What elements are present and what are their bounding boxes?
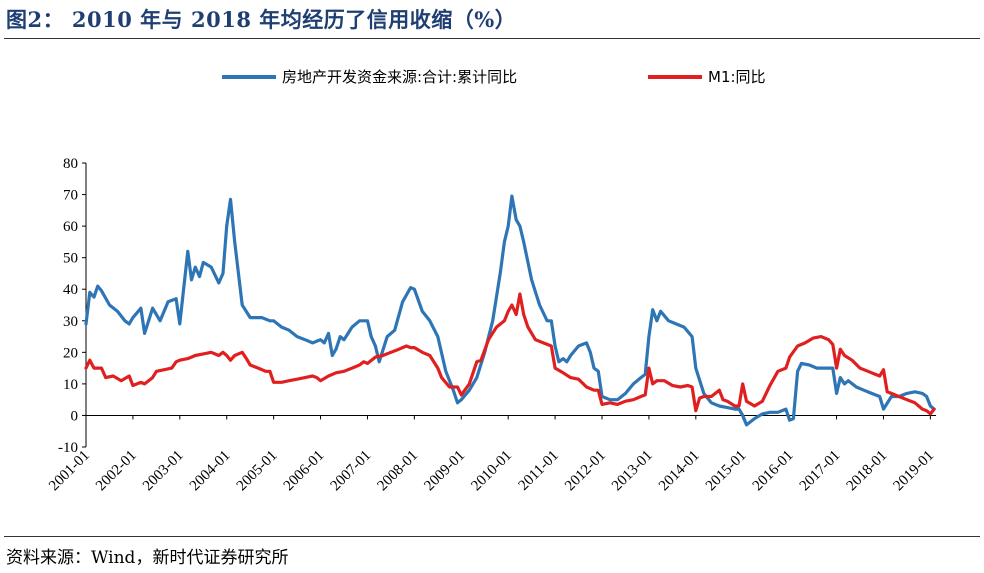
x-tick-label: 2013-01 <box>609 448 656 495</box>
y-tick-label: 60 <box>63 219 78 235</box>
x-tick-label: 2012-01 <box>562 448 609 495</box>
x-tick-label: 2009-01 <box>421 448 468 495</box>
x-tick-label: 2010-01 <box>468 448 515 495</box>
series-layer <box>84 194 936 427</box>
y-tick-label: 40 <box>63 282 78 298</box>
x-tick-label: 2017-01 <box>797 448 844 495</box>
legend: 房地产开发资金来源:合计:累计同比 M1:同比 <box>222 68 766 86</box>
y-tick-label: 30 <box>63 314 78 330</box>
x-tick-label: 2008-01 <box>375 448 422 495</box>
x-tick-label: 2015-01 <box>703 448 750 495</box>
y-tick-label: 70 <box>63 188 78 204</box>
legend-label-2: M1:同比 <box>708 68 766 86</box>
y-tick-label: -10 <box>58 440 78 456</box>
x-tick-label: 2007-01 <box>328 448 375 495</box>
x-tick-label: 2019-01 <box>891 448 938 495</box>
x-tick-label: 2005-01 <box>234 448 281 495</box>
bottom-rule <box>4 536 980 537</box>
x-tick-label: 2014-01 <box>656 448 703 495</box>
x-tick-label: 2011-01 <box>516 448 562 494</box>
y-tick-label: 50 <box>63 251 78 267</box>
series-line-1 <box>84 194 936 427</box>
y-tick-label: 20 <box>63 345 78 361</box>
source-note: 资料来源：Wind，新时代证券研究所 <box>6 548 289 568</box>
x-tick-label: 2018-01 <box>844 448 891 495</box>
top-rule <box>4 38 980 39</box>
x-tick-label: 2004-01 <box>187 448 234 495</box>
legend-label-1: 房地产开发资金来源:合计:累计同比 <box>282 68 517 86</box>
series-line-2 <box>84 292 936 416</box>
y-tick-label: 10 <box>63 377 78 393</box>
figure-title: 图2： 2010 年与 2018 年均经历了信用收缩（%） <box>6 7 517 32</box>
x-tick-label: 2006-01 <box>281 448 328 495</box>
y-tick-label: 80 <box>63 156 78 172</box>
x-tick-label: 2003-01 <box>140 448 187 495</box>
x-tick-label: 2002-01 <box>93 448 140 495</box>
x-tick-label: 2016-01 <box>750 448 797 495</box>
y-tick-label: 0 <box>71 408 79 424</box>
